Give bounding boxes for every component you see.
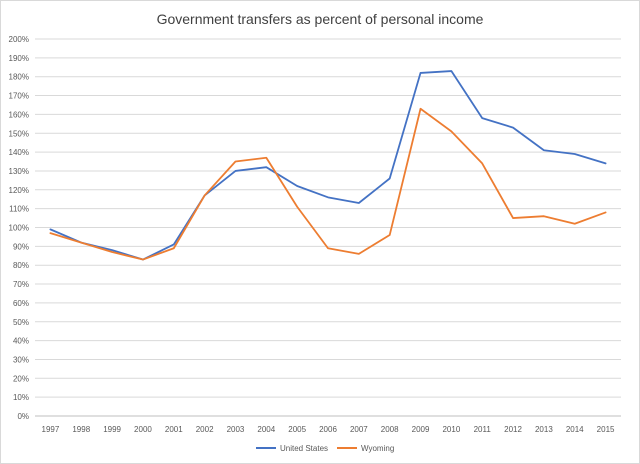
y-tick-label: 190% <box>9 54 29 63</box>
y-tick-label: 60% <box>13 299 29 308</box>
y-tick-label: 0% <box>17 412 29 421</box>
series-lines <box>49 70 607 261</box>
y-tick-label: 30% <box>13 355 29 364</box>
y-tick-label: 130% <box>9 167 29 176</box>
x-axis-ticks: 1997 1998 1999 2000 2001 2002 2003 2004 2005 2006… <box>42 425 616 434</box>
legend-label: Wyoming <box>361 444 394 453</box>
y-tick-label: 200% <box>9 35 29 44</box>
y-tick-label: 70% <box>13 280 29 289</box>
y-tick-label: 40% <box>13 337 29 346</box>
x-tick-label: 2015 <box>597 425 615 434</box>
y-axis-ticks: 0% 10% 20% 30% 40% 50% 60% 70% 80% 90% 100% 110% 120… <box>9 35 29 421</box>
x-tick-label: 1998 <box>72 425 90 434</box>
x-tick-label: 2004 <box>257 425 275 434</box>
x-tick-label: 2014 <box>566 425 584 434</box>
x-tick-label: 2012 <box>504 425 522 434</box>
x-tick-label: 2009 <box>412 425 430 434</box>
y-tick-label: 160% <box>9 110 29 119</box>
y-tick-label: 150% <box>9 129 29 138</box>
legend-label: United States <box>280 444 328 453</box>
x-tick-label: 2003 <box>227 425 245 434</box>
x-tick-label: 2001 <box>165 425 183 434</box>
series-line-wyoming <box>49 107 607 261</box>
x-tick-label: 2005 <box>288 425 306 434</box>
y-tick-label: 90% <box>13 242 29 251</box>
legend: United States Wyoming <box>256 444 394 453</box>
x-tick-label: 2002 <box>196 425 214 434</box>
x-tick-label: 2007 <box>350 425 368 434</box>
y-tick-label: 180% <box>9 73 29 82</box>
y-tick-label: 80% <box>13 261 29 270</box>
chart-title: Government transfers as percent of perso… <box>156 11 484 27</box>
x-tick-label: 2006 <box>319 425 337 434</box>
x-tick-label: 2000 <box>134 425 152 434</box>
y-tick-label: 10% <box>13 393 29 402</box>
y-tick-label: 50% <box>13 318 29 327</box>
x-tick-label: 1997 <box>42 425 60 434</box>
y-tick-label: 20% <box>13 374 29 383</box>
x-tick-label: 2010 <box>442 425 460 434</box>
x-tick-label: 2013 <box>535 425 553 434</box>
y-tick-label: 120% <box>9 186 29 195</box>
gridlines <box>35 38 621 417</box>
y-tick-label: 110% <box>9 205 29 214</box>
y-tick-label: 170% <box>9 92 29 101</box>
y-tick-label: 100% <box>9 224 29 233</box>
x-tick-label: 1999 <box>103 425 121 434</box>
series-line-united-states <box>49 70 607 261</box>
x-tick-label: 2011 <box>474 425 492 434</box>
y-tick-label: 140% <box>9 148 29 157</box>
x-tick-label: 2008 <box>381 425 399 434</box>
